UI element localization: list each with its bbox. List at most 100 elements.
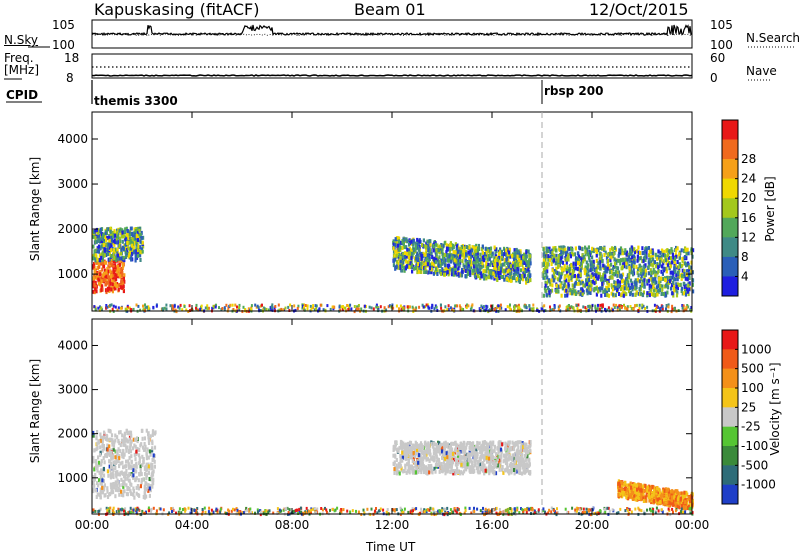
power-cell xyxy=(692,248,695,253)
power-cell xyxy=(138,228,141,233)
power-cell xyxy=(481,273,484,278)
velocity-cell xyxy=(448,460,452,465)
power-cell xyxy=(122,289,125,294)
power-cell xyxy=(502,262,505,267)
power-cell xyxy=(485,253,488,258)
power-cell xyxy=(435,305,438,309)
power-cell xyxy=(652,277,655,282)
power-cell xyxy=(680,289,683,293)
power-cell xyxy=(672,258,675,263)
power-cell xyxy=(140,235,143,240)
power-cell xyxy=(104,274,107,279)
velocity-cell xyxy=(456,466,459,471)
power-cell xyxy=(566,305,569,309)
velocity-cell xyxy=(476,441,479,446)
power-cell xyxy=(582,259,585,264)
power-cell xyxy=(467,250,470,255)
velocity-cell xyxy=(134,437,137,442)
power-cell xyxy=(465,261,468,266)
power-cell xyxy=(114,233,117,238)
power-cell xyxy=(385,308,388,312)
power-cell xyxy=(572,306,575,310)
power-cell xyxy=(628,270,631,275)
velocity-cell xyxy=(93,448,96,453)
power-cell xyxy=(595,269,598,274)
power-cell xyxy=(618,280,622,285)
power-cell xyxy=(481,261,484,266)
velocity-cell xyxy=(100,459,103,464)
power-cell xyxy=(111,282,114,287)
power-cell xyxy=(546,269,549,274)
power-cell xyxy=(436,257,439,262)
power-cell xyxy=(517,278,521,283)
power-cell xyxy=(545,247,548,252)
power-cell xyxy=(397,250,400,254)
power-cell xyxy=(573,273,576,278)
power-cell xyxy=(548,258,552,263)
power-cell xyxy=(451,307,453,311)
power-cell xyxy=(517,264,520,269)
power-colorbar-seg-5 xyxy=(722,217,738,238)
power-cell xyxy=(106,227,109,232)
power-cell xyxy=(485,276,488,281)
velocity-cell xyxy=(99,481,102,486)
power-cell xyxy=(432,244,435,248)
power-cell xyxy=(605,290,609,295)
power-cell xyxy=(437,248,440,252)
power-cell xyxy=(102,260,105,265)
power-cell xyxy=(676,290,679,295)
power-cell xyxy=(638,263,641,268)
power-cell xyxy=(623,250,626,255)
power-cell xyxy=(588,304,591,308)
power-cell xyxy=(256,304,259,308)
velocity-cell xyxy=(151,477,155,482)
power-cell xyxy=(92,276,95,281)
power-cell xyxy=(567,246,570,251)
power-cell xyxy=(625,257,628,262)
velocity-cell xyxy=(109,482,112,487)
velocity-cell xyxy=(147,435,150,440)
power-cell xyxy=(576,256,579,261)
power-cell xyxy=(185,308,188,312)
power-cell xyxy=(651,255,654,260)
power-cell xyxy=(570,305,573,309)
power-cell xyxy=(329,307,332,311)
power-cell xyxy=(680,248,683,253)
velocity-cell xyxy=(512,463,515,467)
power-cell xyxy=(92,244,95,249)
power-cell xyxy=(527,267,530,272)
power-cell xyxy=(459,260,462,265)
power-cell xyxy=(314,304,317,308)
velocity-cell xyxy=(408,443,411,448)
velocity-cell xyxy=(424,449,427,454)
power-cell xyxy=(462,252,465,257)
power-cell xyxy=(525,250,528,255)
power-cell xyxy=(483,274,486,278)
power-cell xyxy=(521,263,524,267)
power-cell xyxy=(615,265,618,270)
velocity-cell xyxy=(94,472,97,477)
power-cell xyxy=(433,256,436,261)
power-cell xyxy=(505,276,508,281)
power-cell xyxy=(416,237,419,242)
power-cell xyxy=(616,306,619,309)
velocity-cell xyxy=(466,441,469,445)
power-cell xyxy=(472,260,475,265)
velocity-cell xyxy=(145,487,148,492)
power-cell xyxy=(106,266,109,271)
power-cell xyxy=(628,258,631,263)
power-cell xyxy=(511,264,514,269)
power-cell xyxy=(685,305,688,309)
power-cell xyxy=(103,253,106,258)
power-cell xyxy=(591,262,594,267)
power-cell xyxy=(105,306,108,310)
power-cell xyxy=(454,263,457,268)
power-cell xyxy=(508,247,511,252)
power-cell xyxy=(628,286,632,291)
power-cell xyxy=(101,308,103,312)
velocity-cell xyxy=(120,492,123,497)
power-ytick-label-3: 4000 xyxy=(57,132,88,146)
power-cell xyxy=(648,293,651,298)
power-cell xyxy=(470,306,473,310)
power-cell xyxy=(104,242,107,247)
